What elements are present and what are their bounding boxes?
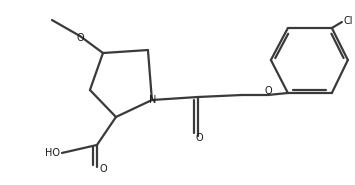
Text: O: O — [195, 133, 203, 143]
Text: O: O — [100, 164, 108, 174]
Text: Cl: Cl — [344, 16, 353, 26]
Text: O: O — [264, 86, 272, 96]
Text: O: O — [76, 33, 84, 43]
Text: HO: HO — [45, 148, 60, 158]
Text: N: N — [149, 95, 157, 105]
